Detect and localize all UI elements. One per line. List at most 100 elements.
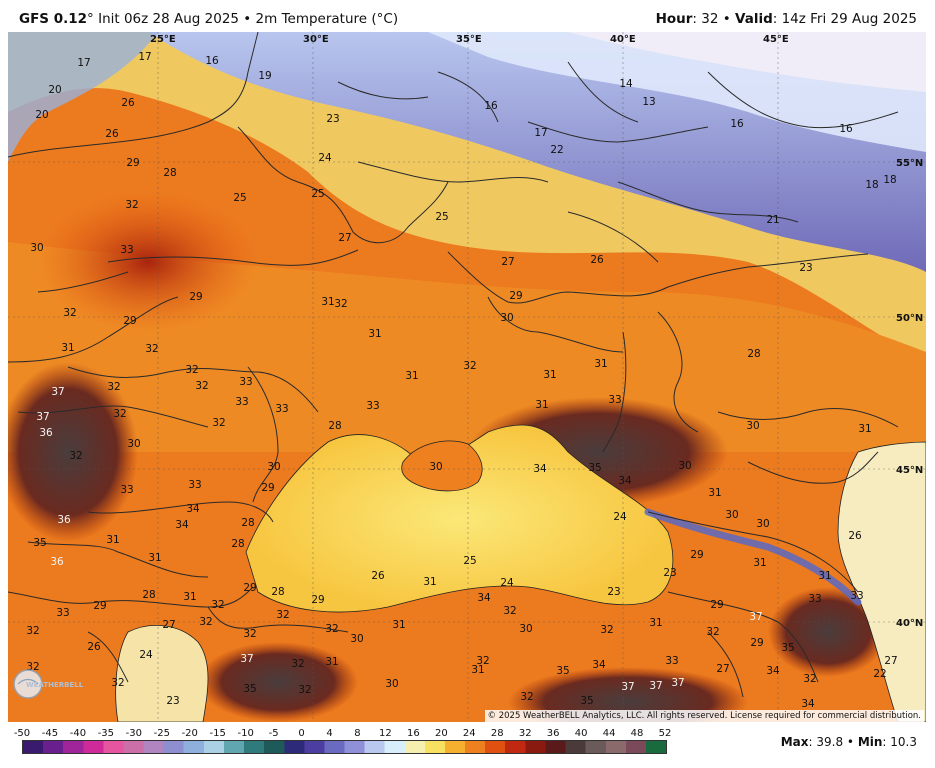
temp-label: 32	[199, 616, 212, 628]
temp-label: 33	[808, 593, 821, 605]
temp-label: 23	[326, 113, 339, 125]
temp-label: 24	[318, 152, 332, 164]
temp-label: 33	[188, 479, 201, 491]
temp-label: 37	[36, 411, 49, 423]
temp-label: 31	[543, 369, 556, 381]
max-min-stats: Max: 39.8 • Min: 10.3	[781, 735, 917, 749]
temp-label: 26	[105, 128, 119, 140]
longitude-labels: 25°E 30°E 35°E 40°E 45°E	[150, 34, 789, 45]
temp-label: 32	[195, 380, 208, 392]
temp-label: 32	[291, 658, 304, 670]
degree-mark: °	[87, 11, 94, 27]
temp-label: 30	[500, 312, 513, 324]
colorbar-tick-label: -40	[69, 728, 87, 739]
temp-label: 18	[883, 174, 896, 186]
temp-label: 30	[519, 623, 532, 635]
colorbar-tick-label: 52	[658, 728, 672, 739]
colorbar-tick-label: -15	[209, 728, 226, 739]
temp-label: 31	[649, 617, 662, 629]
colorbar-tick-label: 44	[602, 728, 616, 739]
temp-label: 31	[535, 399, 548, 411]
max-label: Max	[780, 735, 809, 749]
temp-label: 31	[148, 552, 161, 564]
colorbar-tick-label: 4	[326, 728, 333, 739]
temp-label: 37	[749, 611, 762, 623]
temp-label: 20	[35, 109, 48, 121]
temp-label: 16	[730, 118, 744, 130]
temp-label: 32	[125, 199, 138, 211]
temp-label: 37	[621, 681, 634, 693]
hot-west	[38, 192, 258, 332]
temp-label: 30	[127, 438, 140, 450]
temp-label: 32	[600, 624, 613, 636]
valid-value: : 14z Fri 29 Aug 2025	[772, 11, 917, 27]
temp-label: 32	[145, 343, 158, 355]
colorbar	[22, 740, 667, 754]
temp-label: 25	[311, 188, 324, 200]
lon-label-30e: 30°E	[303, 34, 329, 45]
colorbar-tick-label: 28	[490, 728, 504, 739]
colorbar-legend: -50 -45 -40 -35 -30 -25 -20 -15 -10 -5 0 4 8 12 16 20 24…	[14, 728, 672, 768]
lon-label-35e: 35°E	[456, 34, 482, 45]
temp-label: 32	[803, 673, 816, 685]
lon-label-45e: 45°E	[763, 34, 789, 45]
crimea	[401, 440, 483, 492]
temp-label: 36	[57, 514, 71, 526]
caucasus-cold-band	[644, 508, 862, 606]
colorbar-tick-label: -50	[13, 728, 31, 739]
temp-label: 32	[325, 623, 338, 635]
temp-label: 16	[484, 100, 498, 112]
temp-label: 25	[233, 192, 246, 204]
aegean-sea	[115, 625, 209, 722]
colorbar-tick-label: -5	[268, 728, 279, 739]
temp-label: 33	[120, 244, 133, 256]
temp-label: 24	[500, 577, 514, 589]
colorbar-tick-label: 40	[574, 728, 588, 739]
temp-label: 34	[186, 503, 200, 515]
model-name: GFS 0.12	[19, 11, 88, 27]
temp-label: 26	[848, 530, 862, 542]
temp-label: 32	[63, 307, 76, 319]
min-label: Min	[857, 735, 883, 749]
valid-time: Hour: 32 • Valid: 14z Fri 29 Aug 2025	[656, 11, 917, 27]
temp-label: 31	[61, 342, 74, 354]
temp-label: 31	[325, 656, 338, 668]
temp-label: 32	[476, 655, 489, 667]
lat-label-40n: 40°N	[896, 618, 923, 629]
temp-label: 24	[139, 649, 153, 661]
max-value: : 39.8 •	[808, 735, 858, 749]
lon-label-25e: 25°E	[150, 34, 176, 45]
temp-label: 19	[258, 70, 271, 82]
temp-label: 32	[111, 677, 124, 689]
copyright-notice: © 2025 WeatherBELL Analytics, LLC. All r…	[484, 710, 924, 722]
temp-label: 32	[276, 609, 289, 621]
header: GFS 0.12° Init 06z 28 Aug 2025 • 2m Temp…	[0, 0, 935, 32]
colorbar-tick-label: 32	[518, 728, 532, 739]
temp-label: 32	[243, 628, 256, 640]
temp-label: 30	[350, 633, 363, 645]
temp-label: 27	[162, 619, 175, 631]
temp-label: 33	[366, 400, 379, 412]
temp-label: 33	[665, 655, 678, 667]
temp-label: 29	[690, 549, 703, 561]
temp-label: 31	[471, 664, 484, 676]
temp-label: 21	[766, 214, 779, 226]
temp-label: 28	[241, 517, 254, 529]
min-value: : 10.3	[882, 735, 917, 749]
temp-label: 18	[865, 179, 878, 191]
temp-label: 37	[671, 677, 684, 689]
temp-label: 32	[107, 381, 120, 393]
temp-label: 32	[503, 605, 516, 617]
temp-label: 26	[371, 570, 385, 582]
temp-label: 23	[663, 567, 676, 579]
temp-label: 27	[501, 256, 514, 268]
temp-label: 28	[271, 586, 284, 598]
temp-label: 28	[328, 420, 341, 432]
temperature-labels: 17 17 16 19 20 26 20 23 26 24 29 28 25 25 32 25 27 30 33 29…	[26, 51, 897, 710]
temp-label: 31	[183, 591, 196, 603]
temp-label: 30	[756, 518, 769, 530]
temp-label: 32	[298, 684, 311, 696]
temp-label: 34	[618, 475, 632, 487]
hot-anatolia-east	[508, 667, 748, 722]
temp-label: 34	[592, 659, 606, 671]
